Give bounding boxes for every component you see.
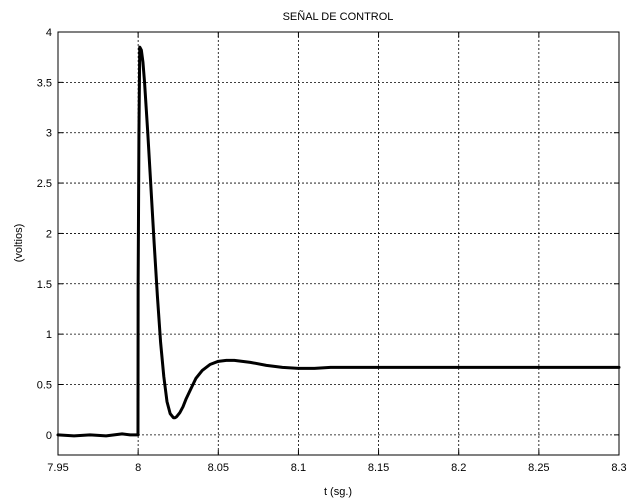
y-tick-label: 1.5 [37, 279, 52, 291]
x-tick-label: 8.15 [368, 462, 389, 474]
x-tick-label: 8.1 [291, 462, 306, 474]
plot-frame [57, 31, 620, 456]
y-tick-label: 3 [46, 128, 52, 140]
y-axis-title: (voltios) [13, 224, 25, 263]
y-tick-label: 0.5 [37, 380, 52, 392]
series-layer [56, 45, 621, 438]
x-tick-label: 8.3 [611, 462, 626, 474]
y-tick-label: 3.5 [37, 77, 52, 89]
x-tick-label: 8.25 [528, 462, 549, 474]
x-tick-label: 8.05 [208, 462, 229, 474]
y-tick-label: 2 [46, 228, 52, 240]
y-tick-label: 0 [46, 430, 52, 442]
y-tick-label: 4 [46, 27, 52, 39]
x-axis-title: t (sg.) [324, 486, 352, 498]
series-line-0 [56, 45, 621, 438]
ticks: 7.95 8 8.05 8.1 8.15 8.2 8.25 8.3 0 0.5 1 1.5 2 2.5 3 3… [37, 27, 627, 474]
y-tick-label: 2.5 [37, 178, 52, 190]
y-tick-label: 1 [46, 329, 52, 341]
plot-background [58, 32, 619, 455]
x-tick-label: 7.95 [47, 462, 68, 474]
x-tick-label: 8.2 [451, 462, 466, 474]
x-tick-label: 8 [135, 462, 141, 474]
chart-title: SEÑAL DE CONTROL [283, 10, 394, 23]
